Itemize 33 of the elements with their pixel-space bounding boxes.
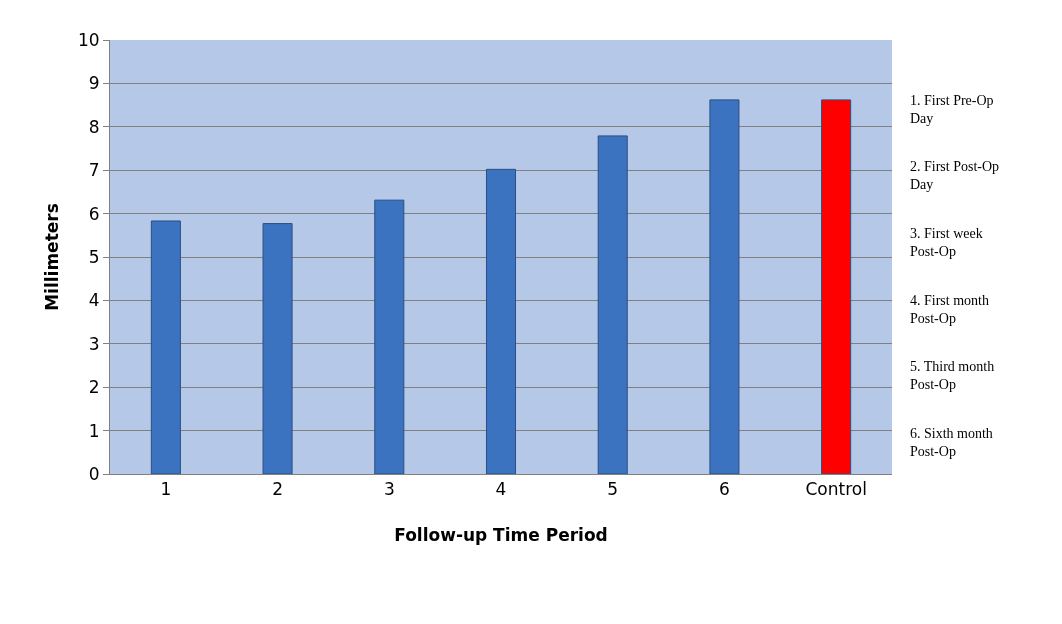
text: 2. First Post-Op Day (910, 159, 1000, 193)
bar (821, 99, 852, 474)
y-tick-label: 0 (88, 463, 100, 484)
x-tick-label: 4 (495, 479, 507, 500)
y-tick-label: 4 (88, 290, 100, 311)
text: 5. Third month Post-Op (910, 359, 995, 393)
bar (150, 220, 181, 474)
y-axis-title: Millimeters (41, 203, 62, 311)
x-axis-title: Follow-up Time Period (394, 524, 608, 545)
y-tick-label: 9 (88, 73, 100, 94)
y-tick-label: 6 (88, 203, 100, 224)
x-tick-label: 3 (383, 479, 395, 500)
y-tick-label: 5 (88, 246, 100, 267)
y-tick-label: 3 (88, 333, 100, 354)
text: 1. First Pre-Op Day (910, 93, 994, 127)
x-tick-label: 2 (272, 479, 283, 500)
y-tick-label: 1 (88, 420, 100, 441)
x-tick-label: 1 (160, 479, 172, 500)
bar (262, 223, 293, 474)
x-tick-label: 5 (607, 479, 619, 500)
x-tick-label: 6 (719, 479, 730, 500)
x-tick-label: Control (805, 479, 867, 500)
text: 6. Sixth month Post-Op (910, 426, 993, 460)
y-tick-label: 8 (88, 116, 100, 137)
y-tick-label: 7 (88, 160, 100, 181)
bar (485, 168, 517, 474)
y-tick-label: 10 (77, 29, 100, 50)
text: 4. First month Post-Op (910, 293, 989, 327)
bar (597, 135, 628, 474)
bar (374, 199, 405, 474)
bar (709, 99, 740, 474)
y-tick-label: 2 (88, 377, 100, 398)
text: 3. First week Post-Op (910, 226, 983, 260)
